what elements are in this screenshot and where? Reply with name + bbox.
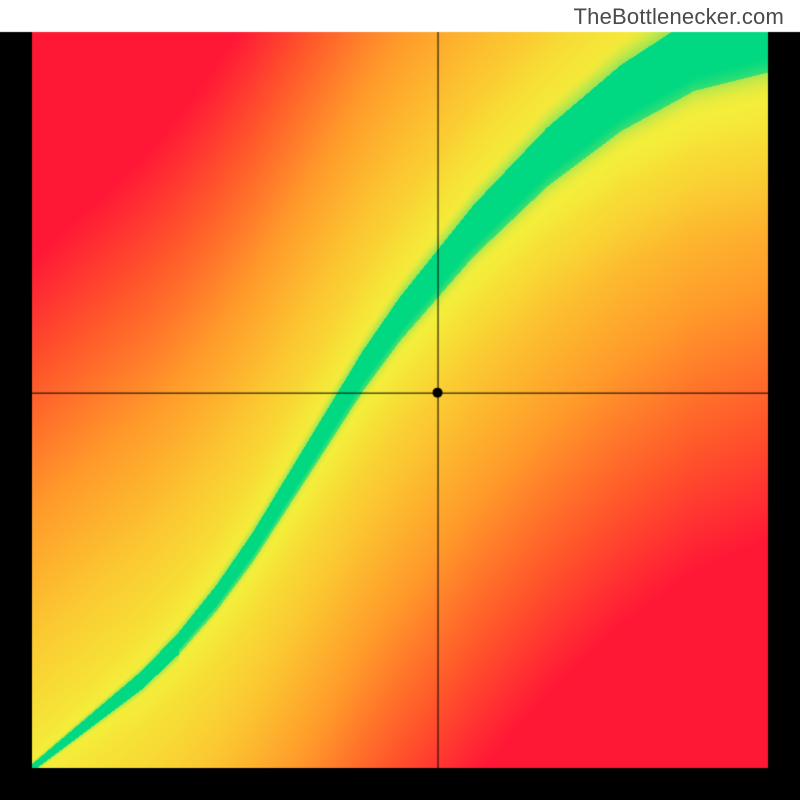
heatmap-canvas [0,0,800,800]
heatmap-chart [0,0,800,805]
